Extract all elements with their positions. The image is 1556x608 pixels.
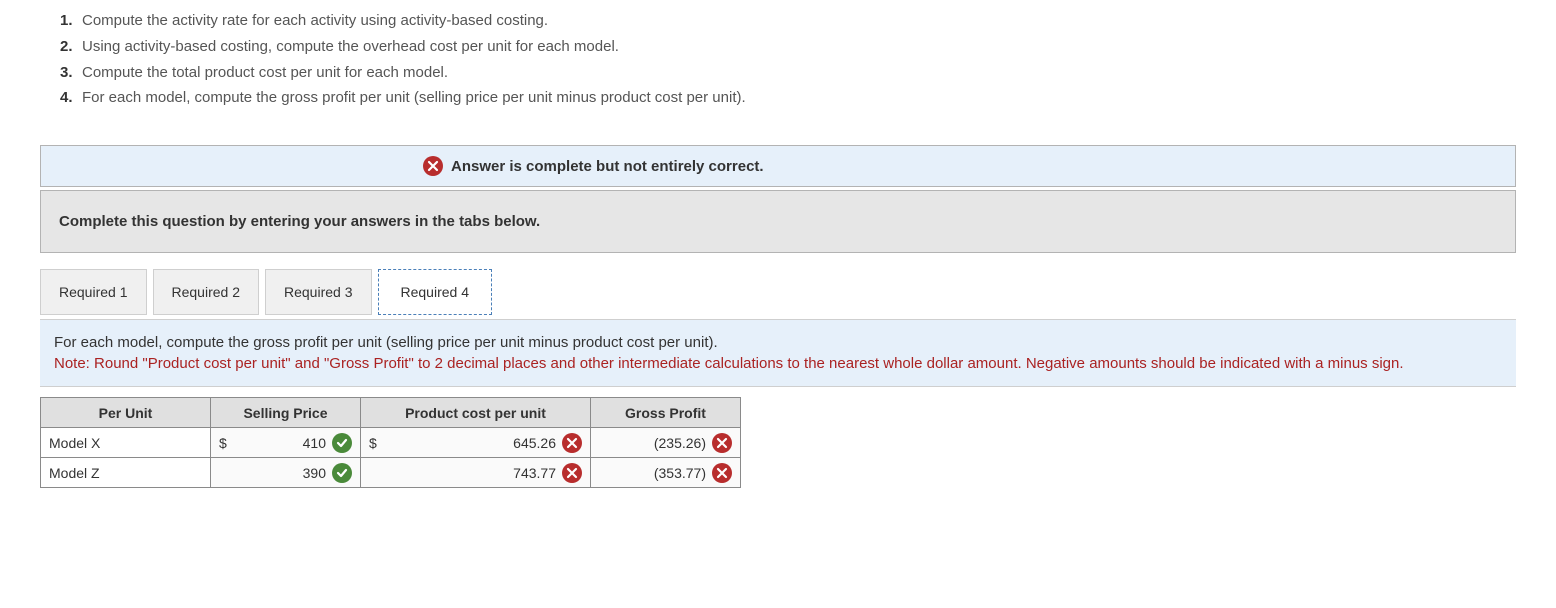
gross-profit-value: (235.26) <box>599 435 706 451</box>
header-product-cost: Product cost per unit <box>361 398 591 428</box>
currency-symbol: $ <box>369 435 383 451</box>
status-banner: Answer is complete but not entirely corr… <box>40 145 1516 187</box>
header-selling-price: Selling Price <box>211 398 361 428</box>
header-per-unit: Per Unit <box>41 398 211 428</box>
question-item: 1.Compute the activity rate for each act… <box>60 10 1516 32</box>
gross-profit-cell[interactable]: (353.77) <box>591 458 741 488</box>
gross-profit-value: (353.77) <box>599 465 706 481</box>
currency-symbol: $ <box>219 435 233 451</box>
panel-note-text: Note: Round "Product cost per unit" and … <box>54 355 1404 372</box>
question-text: Compute the activity rate for each activ… <box>82 12 548 29</box>
tab-required-2[interactable]: Required 2 <box>153 269 260 315</box>
product-cost-cell[interactable]: $645.26 <box>361 428 591 458</box>
question-item: 2.Using activity-based costing, compute … <box>60 36 1516 58</box>
header-gross-profit: Gross Profit <box>591 398 741 428</box>
product-cost-value: 743.77 <box>389 465 556 481</box>
tab-required-1[interactable]: Required 1 <box>40 269 147 315</box>
tabs-container: Required 1 Required 2 Required 3 Require… <box>40 269 1516 315</box>
selling-price-value: 390 <box>239 465 326 481</box>
tab-required-3[interactable]: Required 3 <box>265 269 372 315</box>
table-row: Model X$410$645.26(235.26) <box>41 428 741 458</box>
question-text: Using activity-based costing, compute th… <box>82 38 619 55</box>
product-cost-cell[interactable]: 743.77 <box>361 458 591 488</box>
selling-price-cell[interactable]: $410 <box>211 428 361 458</box>
table-row: Model Z 390 743.77 (353.77) <box>41 458 741 488</box>
gross-profit-cell[interactable]: (235.26) <box>591 428 741 458</box>
answer-table: Per Unit Selling Price Product cost per … <box>40 397 741 488</box>
x-mark-icon <box>712 463 732 483</box>
question-list: 1.Compute the activity rate for each act… <box>40 10 1516 109</box>
product-cost-value: 645.26 <box>389 435 556 451</box>
question-text: Compute the total product cost per unit … <box>82 64 448 81</box>
question-item: 4.For each model, compute the gross prof… <box>60 87 1516 109</box>
x-mark-icon <box>562 433 582 453</box>
row-label: Model Z <box>41 458 211 488</box>
required4-panel: For each model, compute the gross profit… <box>40 319 1516 387</box>
row-label: Model X <box>41 428 211 458</box>
x-mark-icon <box>712 433 732 453</box>
instruction-text: Complete this question by entering your … <box>59 213 540 230</box>
answer-tbody: Model X$410$645.26(235.26)Model Z390743.… <box>41 428 741 488</box>
question-text: For each model, compute the gross profit… <box>82 89 746 106</box>
panel-main-text: For each model, compute the gross profit… <box>54 334 718 351</box>
instruction-box: Complete this question by entering your … <box>40 190 1516 253</box>
checkmark-icon <box>332 433 352 453</box>
tab-required-4[interactable]: Required 4 <box>378 269 493 315</box>
selling-price-value: 410 <box>239 435 326 451</box>
question-item: 3.Compute the total product cost per uni… <box>60 62 1516 84</box>
checkmark-icon <box>332 463 352 483</box>
x-mark-icon <box>562 463 582 483</box>
status-text: Answer is complete but not entirely corr… <box>451 158 764 175</box>
selling-price-cell[interactable]: 390 <box>211 458 361 488</box>
error-icon <box>423 156 443 176</box>
